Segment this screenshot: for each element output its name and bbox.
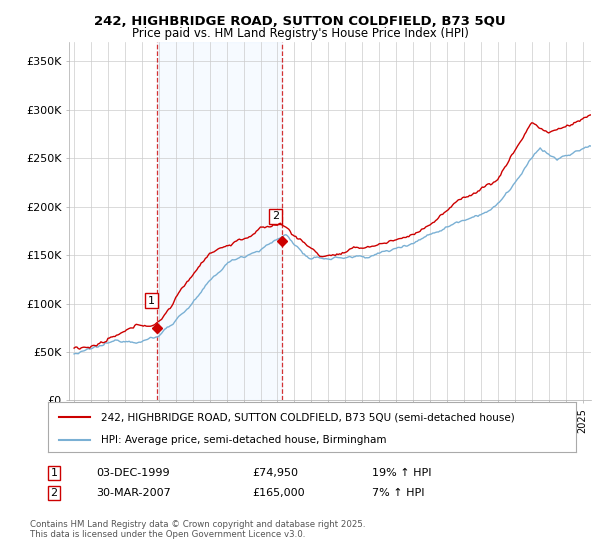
Text: 1: 1 [148, 296, 155, 306]
Text: 30-MAR-2007: 30-MAR-2007 [96, 488, 171, 498]
Text: HPI: Average price, semi-detached house, Birmingham: HPI: Average price, semi-detached house,… [101, 435, 386, 445]
Text: 03-DEC-1999: 03-DEC-1999 [96, 468, 170, 478]
Text: 7% ↑ HPI: 7% ↑ HPI [372, 488, 425, 498]
Text: 1: 1 [50, 468, 58, 478]
Text: Contains HM Land Registry data © Crown copyright and database right 2025.
This d: Contains HM Land Registry data © Crown c… [30, 520, 365, 539]
Text: 2: 2 [50, 488, 58, 498]
Text: 242, HIGHBRIDGE ROAD, SUTTON COLDFIELD, B73 5QU: 242, HIGHBRIDGE ROAD, SUTTON COLDFIELD, … [94, 15, 506, 27]
Text: 242, HIGHBRIDGE ROAD, SUTTON COLDFIELD, B73 5QU (semi-detached house): 242, HIGHBRIDGE ROAD, SUTTON COLDFIELD, … [101, 412, 515, 422]
Text: £74,950: £74,950 [252, 468, 298, 478]
Text: £165,000: £165,000 [252, 488, 305, 498]
Text: Price paid vs. HM Land Registry's House Price Index (HPI): Price paid vs. HM Land Registry's House … [131, 27, 469, 40]
Text: 19% ↑ HPI: 19% ↑ HPI [372, 468, 431, 478]
Text: 2: 2 [272, 211, 280, 221]
Bar [157, 42, 281, 400]
